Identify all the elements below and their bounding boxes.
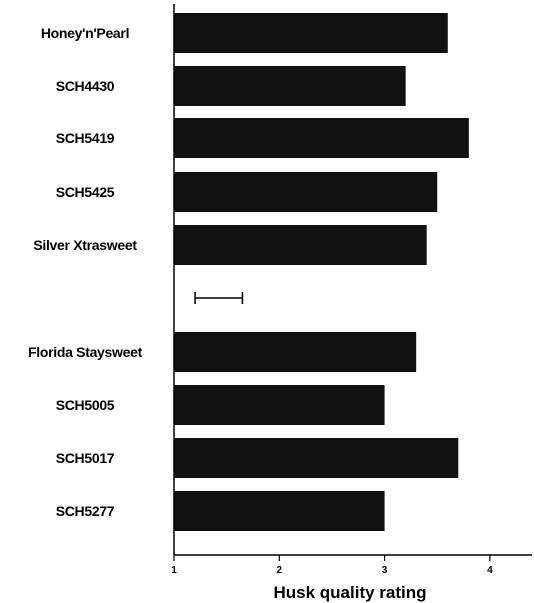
bar-sch5425 [174,172,438,212]
bar-silver-xtrasweet [174,225,427,265]
x-tick-label: 2 [277,565,283,576]
axes: 1 2 3 4 [171,4,532,576]
category-label: SCH5017 [56,450,115,466]
bar-sch5419 [174,118,469,158]
x-tick-label: 3 [382,565,388,576]
bars-layer [174,13,469,531]
bar-honey-n-pearl [174,13,448,53]
category-label: SCH5005 [56,397,115,413]
category-label: SCH5425 [56,184,115,200]
category-label: Florida Staysweet [28,344,143,360]
category-labels: Honey'n'Pearl SCH4430 SCH5419 SCH5425 Silver… [28,25,143,519]
bar-sch5005 [174,385,385,425]
category-label: Honey'n'Pearl [41,25,129,41]
error-bar [194,292,244,304]
bar-sch5277 [174,491,385,531]
category-label: Silver Xtrasweet [33,237,137,253]
x-axis-title: Husk quality rating [273,583,426,602]
category-label: SCH5277 [56,503,115,519]
bar-sch5017 [174,438,459,478]
bar-sch4430 [174,66,406,106]
category-label: SCH4430 [56,78,115,94]
category-label: SCH5419 [56,130,115,146]
x-tick-label: 4 [487,565,493,576]
bar-florida-staysweet [174,332,417,372]
x-tick-label: 1 [171,565,177,576]
